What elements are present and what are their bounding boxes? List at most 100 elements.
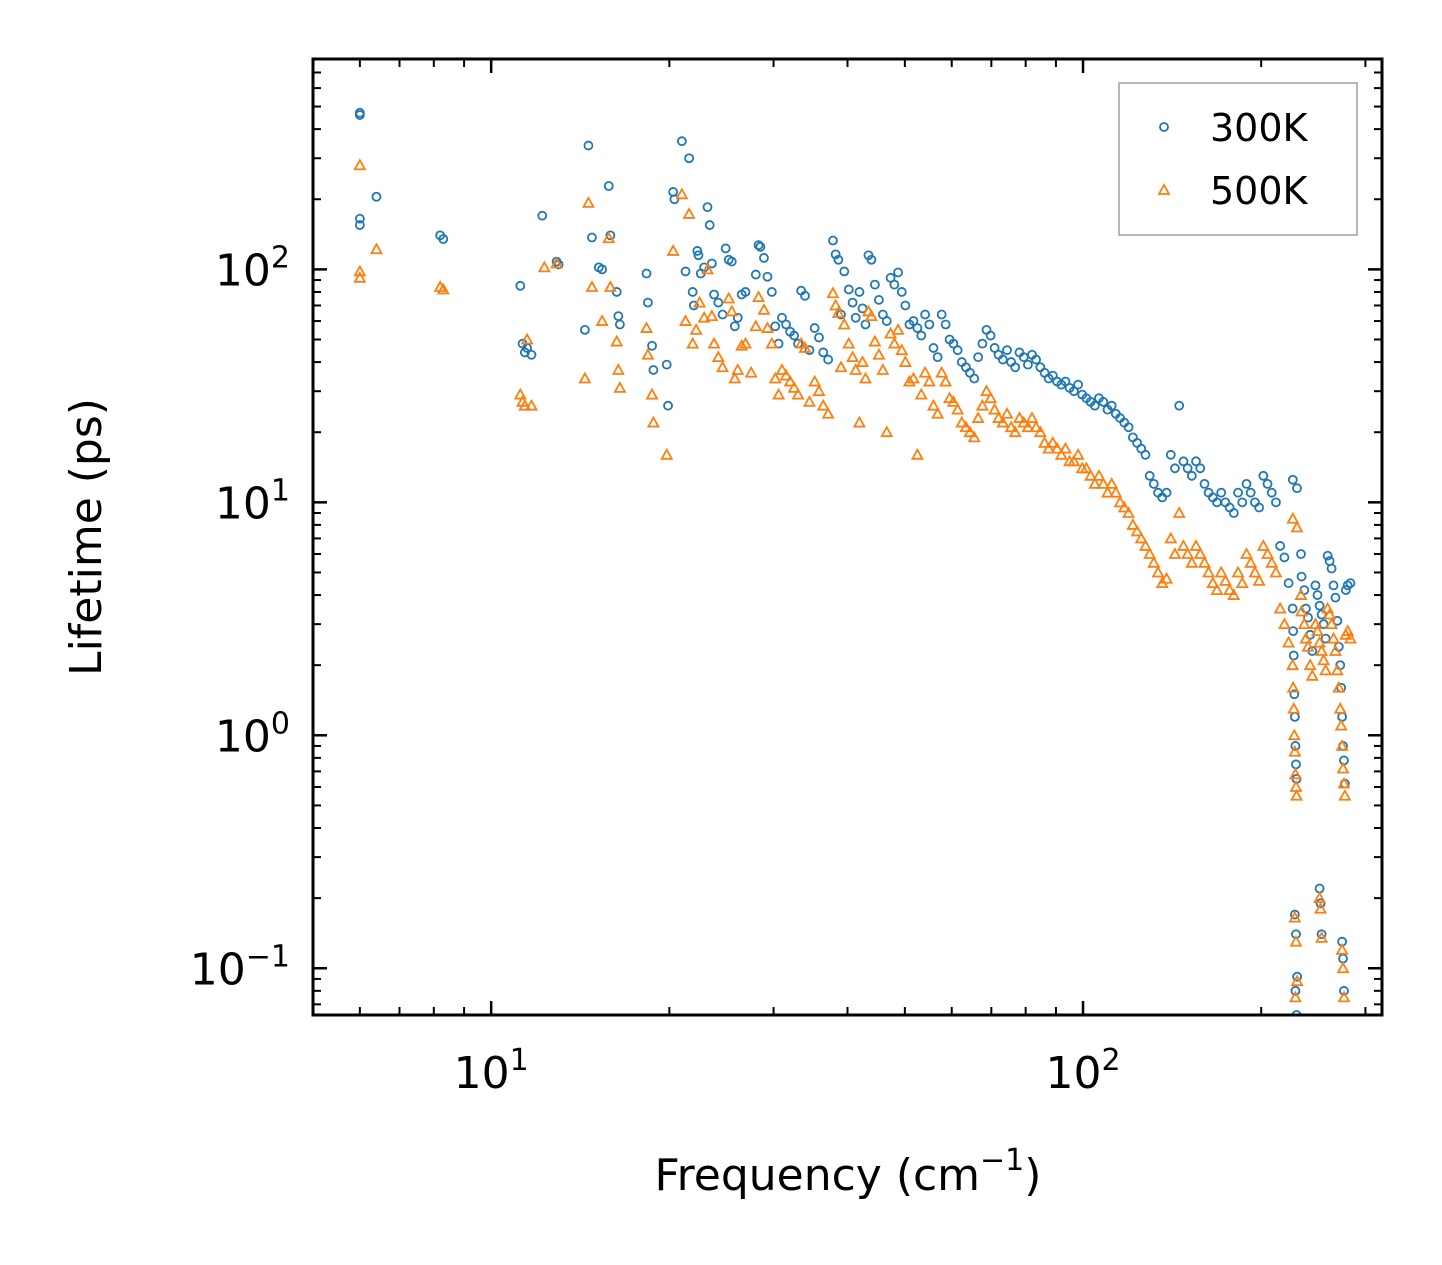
x-tick-base: 10 [1045,1048,1101,1099]
y-tick-base: 10 [215,711,271,762]
x-axis-label-close: ) [1024,1150,1041,1201]
data-point-500K [946,394,960,407]
data-point-500K [1214,565,1228,578]
data-point-500K [1335,739,1349,751]
data-point-300K [1010,362,1021,373]
x-tick-exponent: 2 [1101,1043,1120,1078]
data-point-500K [1338,788,1352,801]
data-point-300K [1291,1010,1302,1015]
data-point-500K [744,365,758,378]
legend-marker-500K [1157,183,1171,195]
data-point-500K [639,321,654,333]
data-point-500K [613,381,627,393]
y-tick-base: 10 [215,245,271,296]
data-point-300K [836,309,846,320]
data-point-300K [1186,470,1197,481]
data-point-500K [585,280,599,292]
data-point-500K [353,270,367,283]
data-point-300K [920,309,931,320]
data-point-500K [707,336,721,349]
data-point-500K [1029,420,1043,433]
data-point-500K [1046,436,1060,448]
data-point-300K [1199,478,1210,489]
data-point-500K [1287,701,1301,714]
data-point-300K [1342,580,1353,591]
data-point-300K [1254,502,1265,513]
data-point-300K [766,287,777,297]
data-point-300K [818,347,829,358]
data-point-300K [1228,508,1239,518]
data-point-500K [738,336,753,349]
data-point-500K [1113,495,1127,508]
data-point-500K [808,374,822,387]
data-point-500K [1289,934,1303,947]
data-point-500K [864,309,878,322]
data-point-300K [1002,345,1012,356]
data-point-500K [910,447,924,460]
data-point-300K [1316,929,1327,940]
data-point-500K [1197,555,1212,568]
data-point-500K [783,374,797,387]
data-point-500K [1303,658,1317,671]
data-point-500K [595,314,609,326]
data-point-300K [597,264,608,275]
data-point-300K [881,316,892,326]
data-point-300K [1330,592,1341,603]
data-point-500K [1252,574,1266,586]
data-point-500K [1314,901,1328,914]
data-point-300K [1289,909,1300,920]
data-point-500K [826,286,840,299]
data-point-300K [1318,619,1329,630]
data-point-500K [1315,644,1329,656]
data-point-500K [829,298,843,311]
data-point-500K [1317,653,1331,666]
data-point-300K [583,140,594,151]
data-point-500K [722,291,736,304]
data-point-500K [1305,668,1319,681]
data-point-300K [537,210,548,221]
x-axis-label-text: Frequency (cm [655,1150,981,1201]
data-point-500K [1239,547,1254,559]
data-point-500K [1071,447,1085,460]
x-tick-base: 10 [454,1048,510,1099]
data-point-500K [578,371,592,384]
data-point-500K [1038,436,1052,448]
data-point-500K [1176,539,1190,551]
data-point-500K [1336,961,1350,974]
data-point-500K [931,406,945,419]
data-point-500K [1122,506,1136,518]
data-point-300K [1241,478,1252,489]
data-point-500K [1335,942,1349,955]
data-point-300K [916,330,927,341]
data-point-300K [948,338,959,349]
data-point-300K [354,213,365,224]
data-point-300K [1106,400,1117,411]
data-point-500K [1084,468,1098,481]
data-point-500K [772,387,786,400]
data-point-500K [1301,639,1315,652]
data-point-500K [1277,617,1291,630]
data-point-300K [952,345,963,356]
data-point-500K [1117,500,1131,513]
data-point-500K [794,336,808,349]
data-point-500K [951,402,965,415]
data-point-300K [1288,650,1299,661]
data-point-500K [1096,477,1110,489]
data-point-500K [693,295,707,308]
data-point-300K [704,220,715,230]
data-point-500K [791,387,805,400]
data-point-500K [887,336,901,349]
data-point-300K [709,289,719,300]
data-point-300K [687,287,698,297]
data-point-500K [686,336,700,349]
data-point-500K [1330,663,1344,676]
data-point-300K [1275,541,1286,551]
data-point-300K [800,290,810,301]
data-point-300K [1144,470,1155,481]
data-point-500K [1130,524,1144,537]
data-point-300K [605,230,616,241]
data-point-300K [1191,456,1201,467]
y-axis-label: Lifetime (ps) [61,398,112,676]
data-point-300K [1271,497,1281,508]
data-point-500K [975,398,989,411]
